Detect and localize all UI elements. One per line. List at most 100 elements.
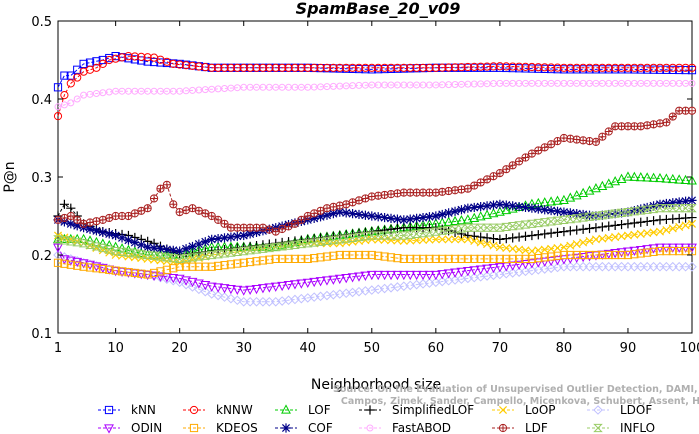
legend-item-odin: ODIN [98,421,162,434]
legend-marker-knn [104,405,114,415]
data-point-knn [111,52,120,61]
data-point-kdeos [156,267,165,276]
data-point-knnw [386,63,396,72]
data-point-cof [508,201,518,211]
x-tick-label: 60 [428,341,445,356]
data-point-kdeos [418,254,428,264]
legend-item-loop: LoOP [492,403,556,417]
data-point-kdeos [207,262,216,271]
data-point-inflo [206,250,217,260]
data-point-cof [149,243,159,253]
data-point-ldf [149,194,159,203]
data-point-inflo [334,235,345,244]
data-point-inflo [623,208,633,217]
data-point-odin [437,270,448,280]
data-point-odin [59,255,70,265]
legend-label-ldof: LDOF [620,403,652,417]
data-point-knnw [406,63,415,72]
data-point-cof [123,235,134,245]
data-point-kdeos [117,267,127,276]
data-point-kdeos [553,251,562,260]
data-point-knn [156,58,165,67]
data-point-kdeos [169,264,178,273]
data-point-cof [245,229,255,239]
data-point-cof [117,233,127,243]
data-point-knnw [636,63,645,72]
data-point-cof [540,205,550,215]
data-point-lof [552,195,563,205]
data-point-knnw [534,63,543,72]
data-point-knnw [297,63,306,72]
data-point-inflo [539,218,550,227]
data-point-loop [681,221,690,230]
data-point-simplifiedlof [533,230,543,240]
data-point-lof [482,209,493,219]
data-point-kdeos [73,261,82,270]
data-point-knnw [105,55,114,65]
data-point-knnw [502,62,511,71]
data-point-kdeos [457,254,466,264]
data-point-ldof [667,261,678,272]
data-point-knnw [482,62,492,71]
data-point-cof [155,244,166,254]
data-point-ldf [290,219,300,228]
data-point-inflo [155,252,166,261]
data-point-odin [155,272,166,282]
data-point-kdeos [649,247,658,256]
data-point-odin [315,277,326,287]
data-point-kdeos [598,250,607,260]
data-point-fastabod [54,103,62,111]
data-point-odin [418,270,428,281]
data-point-cof [431,211,441,221]
data-point-odin [475,265,486,275]
data-point-kdeos [393,254,402,263]
data-point-ldof [584,261,595,272]
y-tick-label: 0.2 [31,249,52,264]
data-point-cof [239,230,249,241]
data-point-kdeos [399,254,408,264]
data-point-inflo [667,204,678,213]
data-point-kdeos [252,257,261,266]
data-point-cof [162,244,172,255]
data-point-knnw [322,63,332,72]
data-point-cof [207,234,217,244]
data-point-knn [98,55,107,65]
data-point-cof [399,215,409,225]
legend-item-inflo: INFLO [587,421,655,434]
data-point-inflo [341,234,351,243]
data-point-inflo [405,230,416,239]
data-point-lof [578,187,589,197]
data-point-odin [379,270,390,281]
data-point-odin [360,271,371,281]
data-point-ldf [591,137,601,146]
data-point-odin [411,270,422,281]
data-point-knnw [207,63,216,72]
data-point-cof [232,231,242,241]
legend-label-inflo: INFLO [620,421,655,434]
data-point-cof [111,230,121,241]
data-point-kdeos [239,258,248,267]
data-point-inflo [680,204,691,213]
data-point-inflo [437,226,448,235]
data-point-inflo [463,223,473,232]
data-point-inflo [501,222,512,232]
data-point-lof [104,239,115,250]
legend: kNN kNNW LOF SimplifiedLOF LoOP LDOF ODIN KDEOS… [98,403,655,434]
data-point-inflo [443,225,454,235]
data-point-odin [526,259,537,269]
data-point-odin [405,270,416,281]
series-line-fastabod [57,82,692,108]
data-point-knnw [316,63,325,72]
data-point-kdeos [508,254,517,264]
data-point-cof [347,209,358,219]
data-point-odin [450,268,460,278]
legend-marker-odin [104,424,114,434]
data-point-odin [578,252,589,263]
data-point-lof [546,196,557,206]
data-point-ldof [200,286,211,297]
data-point-inflo [533,218,544,228]
data-point-knnw [290,63,300,72]
data-point-kdeos [675,247,684,256]
data-point-inflo [360,232,371,241]
